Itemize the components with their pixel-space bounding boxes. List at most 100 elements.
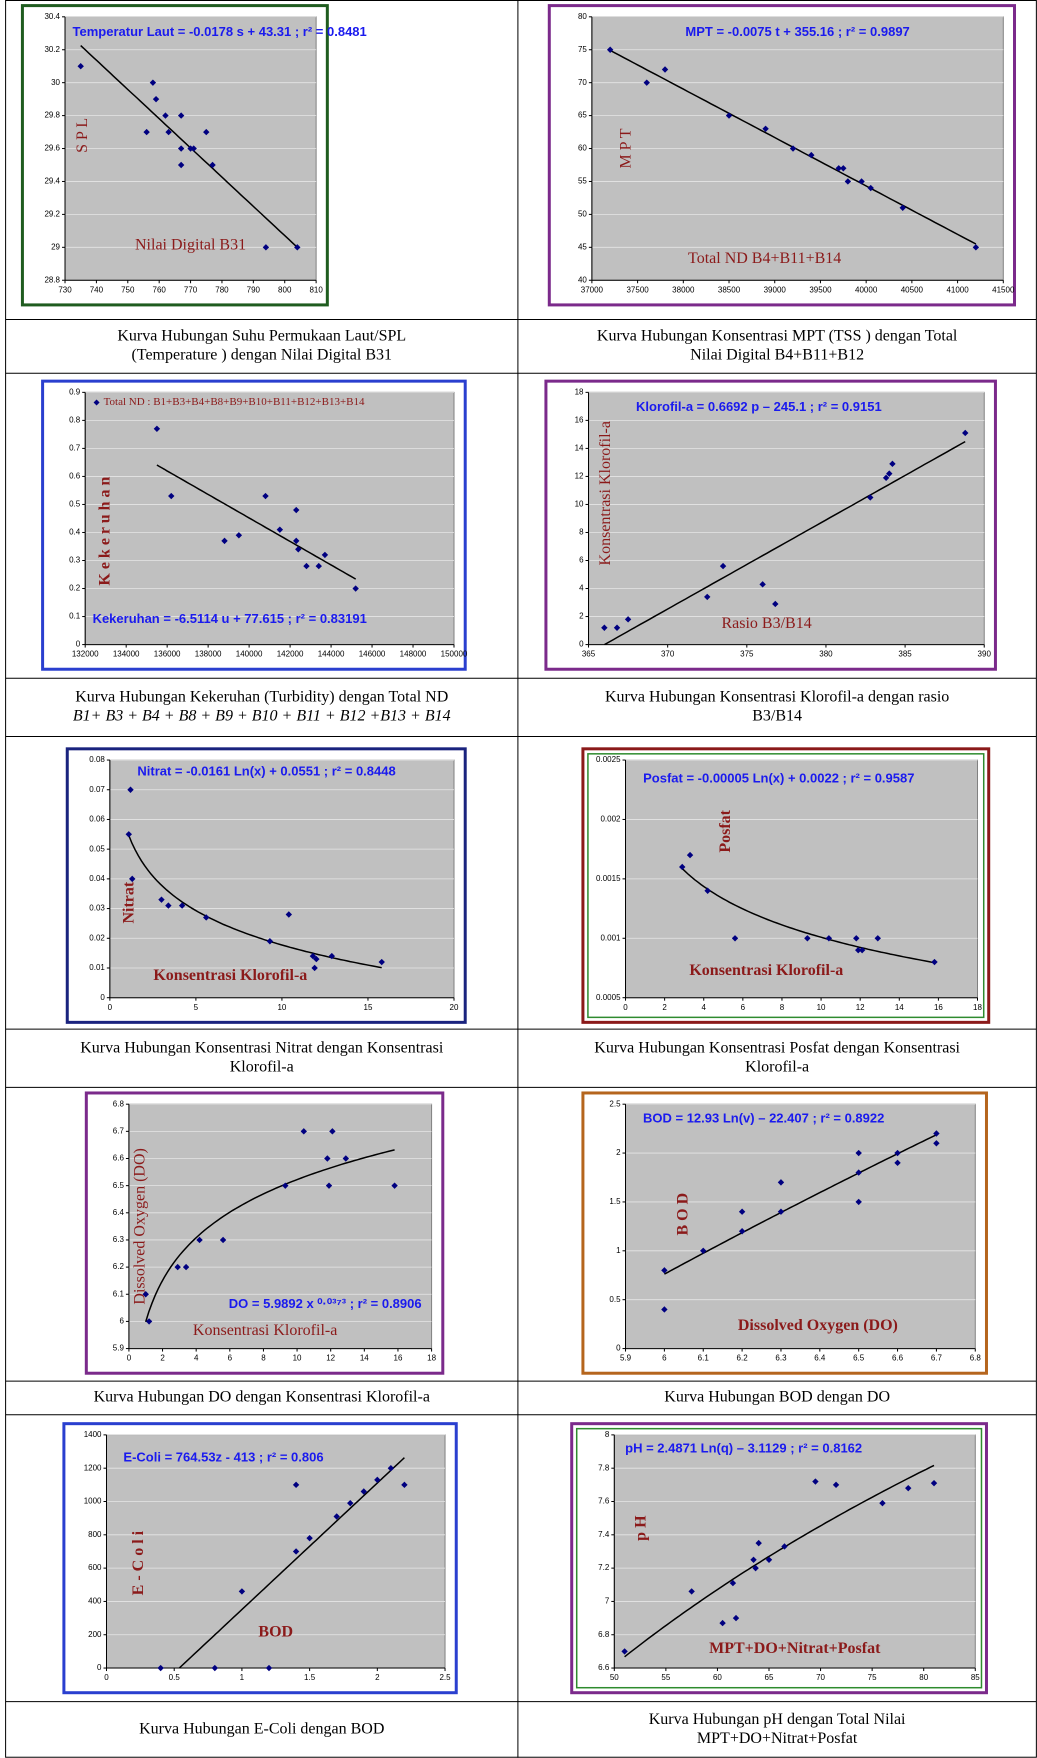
x-tick-label: 760	[153, 285, 167, 294]
data-point	[190, 145, 197, 152]
y-tick-label: 29.4	[44, 177, 60, 186]
y-tick-label: 2	[579, 612, 584, 621]
data-point	[729, 1579, 737, 1587]
data-point	[352, 585, 359, 592]
data-point	[601, 624, 608, 631]
y-tick-label: 600	[88, 1563, 102, 1572]
x-axis-label: Nilai Digital B31	[135, 237, 246, 254]
chart-inner-frame	[575, 1427, 983, 1689]
y-tick-label: 55	[578, 177, 587, 186]
data-point	[738, 1228, 746, 1235]
x-tick-label: 370	[661, 650, 675, 659]
data-point	[686, 851, 694, 859]
y-tick-label: 0.08	[89, 755, 105, 764]
caption: Kurva Hubungan E-Coli dengan BOD	[139, 1720, 384, 1737]
y-tick-label: 10	[575, 500, 584, 509]
x-tick-label: 0	[108, 1003, 113, 1012]
data-point	[704, 593, 711, 601]
data-point	[374, 1476, 381, 1484]
data-point	[844, 178, 852, 185]
data-point	[931, 958, 938, 966]
data-point	[874, 935, 881, 942]
x-tick-label: 37000	[581, 285, 604, 294]
y-tick-label: 60	[578, 144, 587, 153]
y-tick-label: 800	[88, 1530, 102, 1539]
data-point	[282, 1182, 289, 1189]
caption: Kurva Hubungan Konsentrasi Posfat dengan…	[594, 1039, 960, 1056]
x-tick-label: 146000	[359, 650, 386, 659]
data-point	[825, 935, 833, 942]
chart: 6.6 6.8 7 7.2 7.4 7.6 7.8 8 50 55 60 65 70 75 80 85 pH =…	[570, 1422, 988, 1695]
trendline-equation: Posfat = -0.00005 Ln(x) + 0.0022 ; r² = …	[643, 770, 914, 785]
trendline	[128, 835, 382, 969]
data-point	[853, 935, 860, 942]
plot-area	[84, 391, 455, 646]
data-point	[882, 474, 890, 482]
trendline	[80, 45, 298, 248]
x-tick-label: 40500	[901, 285, 924, 294]
x-tick-label: 134000	[113, 650, 140, 659]
y-tick-label: 28.8	[44, 275, 60, 284]
data-point	[129, 875, 136, 883]
x-tick-label: 60	[713, 1673, 722, 1682]
y-tick-label: 0.001	[600, 933, 621, 942]
x-tick-label: 12	[856, 1003, 865, 1012]
data-point	[867, 494, 874, 501]
y-tick-label: 1000	[84, 1497, 102, 1506]
data-point	[309, 952, 317, 960]
x-tick-label: 20	[450, 1003, 459, 1012]
data-point	[661, 1267, 668, 1274]
x-tick-label: 50	[610, 1673, 619, 1682]
trendline-equation: pH = 2.4871 Ln(q) – 3.1129 ; r² = 0.8162	[625, 1440, 862, 1455]
data-point	[789, 145, 797, 152]
chart: 0.0005 0.001 0.0015 0.002 0.0025 0 2 4 6 8 10 12 14 1…	[581, 747, 991, 1024]
data-point	[157, 1664, 164, 1672]
data-point	[378, 958, 385, 966]
y-tick-label: 0.04	[89, 874, 105, 883]
trendline	[664, 1134, 937, 1275]
trendline-equation: Klorofil-a = 0.6692 p – 245.1 ; r² = 0.9…	[636, 399, 882, 414]
y-tick-label: 0.9	[69, 387, 81, 396]
data-point	[391, 1182, 398, 1189]
y-tick-label: 0.06	[89, 815, 105, 824]
chart: 0 0.01 0.02 0.03 0.04 0.05 0.06 0.07 0.08 0 5 10 15 2…	[65, 747, 467, 1024]
data-point	[127, 786, 134, 793]
data-point	[152, 95, 160, 103]
caption: Kurva Hubungan Konsentrasi Nitrat dengan…	[80, 1039, 444, 1056]
x-tick-label: 5	[194, 1003, 199, 1012]
y-tick-label: 7.4	[598, 1530, 610, 1539]
data-point	[158, 896, 165, 903]
x-tick-label: 8	[780, 1003, 785, 1012]
trendline-equation: E-Coli = 764.53z - 413 ; r² = 0.806	[123, 1450, 323, 1465]
y-tick-label: 29.2	[44, 210, 60, 219]
y-tick-label: 6.4	[113, 1208, 125, 1217]
y-tick-label: 0	[616, 1344, 621, 1353]
x-tick-label: 6	[662, 1354, 667, 1363]
data-point	[679, 863, 686, 871]
data-point	[725, 112, 733, 119]
data-point	[899, 204, 906, 212]
data-point	[808, 151, 815, 159]
y-tick-label: 6.7	[113, 1126, 125, 1135]
data-point	[933, 1140, 940, 1147]
x-tick-label: 65	[765, 1673, 774, 1682]
y-tick-label: 6	[119, 1317, 124, 1326]
x-tick-label: 6.8	[970, 1354, 982, 1363]
data-point	[661, 66, 669, 73]
data-point	[661, 1306, 668, 1313]
data-point	[719, 1619, 726, 1627]
x-axis-label: Konsentrasi Klorofil-a	[689, 962, 843, 979]
y-axis-label: E - C o l i	[130, 1530, 147, 1595]
data-point	[704, 887, 711, 894]
x-tick-label: 140000	[236, 650, 263, 659]
data-point	[142, 1291, 149, 1298]
y-tick-label: 45	[578, 242, 587, 251]
caption: Klorofil-a	[230, 1058, 294, 1075]
x-tick-label: 38500	[718, 285, 741, 294]
y-tick-label: 0.0025	[596, 755, 621, 764]
x-tick-label: 375	[740, 650, 754, 659]
data-point	[731, 935, 739, 942]
chart: 5.9 6 6.1 6.2 6.3 6.4 6.5 6.6 6.7 6.8 0 2 4 6 8 10 12 14 1…	[84, 1091, 445, 1375]
data-point	[894, 1159, 901, 1167]
